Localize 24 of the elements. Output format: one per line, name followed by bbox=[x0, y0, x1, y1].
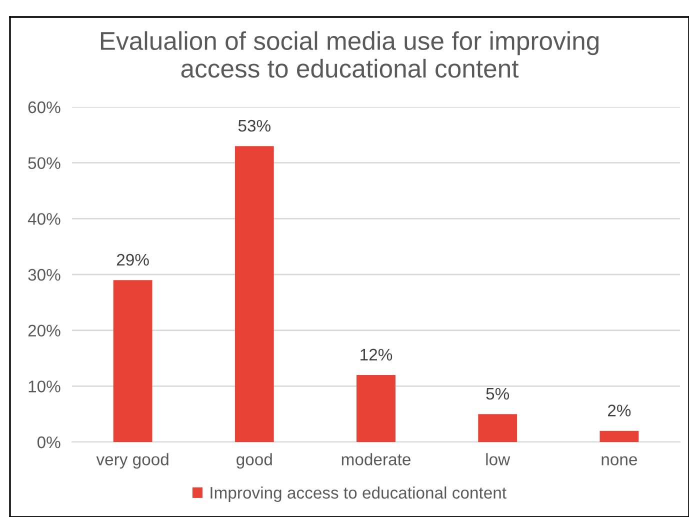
y-tick-label: 10% bbox=[28, 380, 60, 392]
y-tick-label: 0% bbox=[37, 436, 60, 448]
bar bbox=[113, 280, 152, 442]
x-tick-label: very good bbox=[96, 453, 168, 469]
text: 5% bbox=[486, 388, 510, 400]
bar bbox=[478, 414, 518, 442]
text: 2% bbox=[608, 404, 631, 416]
x-tick-label: moderate bbox=[342, 453, 410, 466]
y-tick-label: 30% bbox=[28, 268, 60, 281]
x-tick-label: good bbox=[236, 453, 272, 469]
legend-label: Improving access to educational content bbox=[210, 486, 506, 502]
x-tick-label: low bbox=[486, 453, 510, 466]
text: 53% bbox=[238, 120, 270, 132]
y-tick-label: 40% bbox=[28, 213, 60, 225]
bar bbox=[356, 375, 396, 442]
y-tick-label: 60% bbox=[28, 101, 60, 114]
y-tick-label: 50% bbox=[28, 157, 60, 170]
text: 12% bbox=[360, 348, 392, 361]
chart-title: Evalualion of social media use for improving access to educational content bbox=[100, 31, 599, 78]
bar bbox=[234, 146, 274, 442]
bar bbox=[600, 430, 639, 442]
text: 29% bbox=[116, 254, 149, 266]
x-tick-label: none bbox=[602, 456, 637, 466]
y-tick-label: 20% bbox=[28, 324, 60, 337]
